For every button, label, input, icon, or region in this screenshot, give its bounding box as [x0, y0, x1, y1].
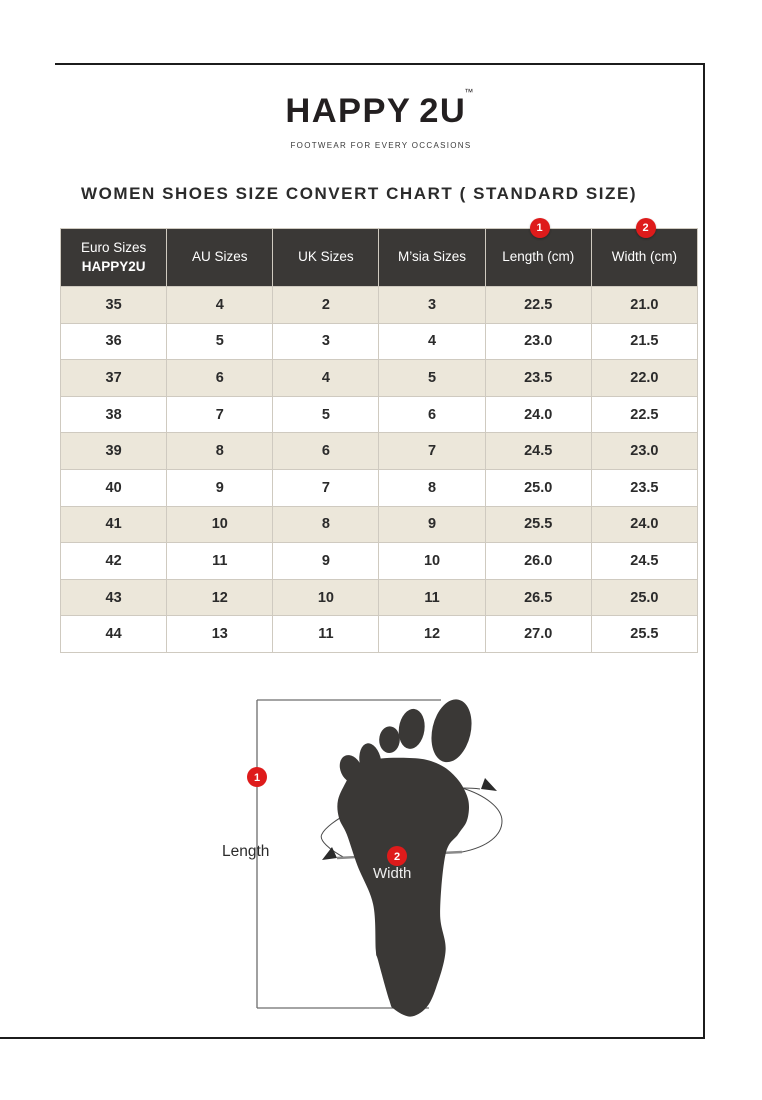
svg-text:1: 1: [254, 772, 260, 784]
svg-text:2: 2: [394, 851, 400, 863]
